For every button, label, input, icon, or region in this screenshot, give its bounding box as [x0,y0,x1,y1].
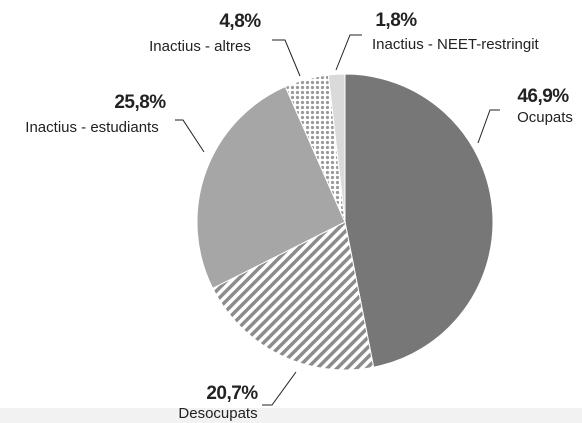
category-label: Ocupats [517,109,573,126]
footer-band [0,408,582,423]
category-label: Inactius - estudiants [25,119,158,136]
value-label: 4,8% [219,11,261,32]
leader-line [262,371,297,406]
value-label: 20,7% [206,383,258,404]
category-label: Inactius - altres [149,38,251,55]
leader-line [272,39,301,77]
pie-slice [327,73,346,223]
leader-line [175,119,205,153]
leader-line [477,109,500,144]
pie-slice [344,73,494,368]
category-label: Desocupats [178,405,257,422]
pie-slice [212,221,375,371]
pie-slice [196,85,346,290]
leader-line [335,34,362,71]
category-label: Inactius - NEET-restringit [372,36,540,53]
value-label: 46,9% [517,86,569,107]
value-label: 1,8% [375,10,417,31]
value-label: 25,8% [114,92,166,113]
